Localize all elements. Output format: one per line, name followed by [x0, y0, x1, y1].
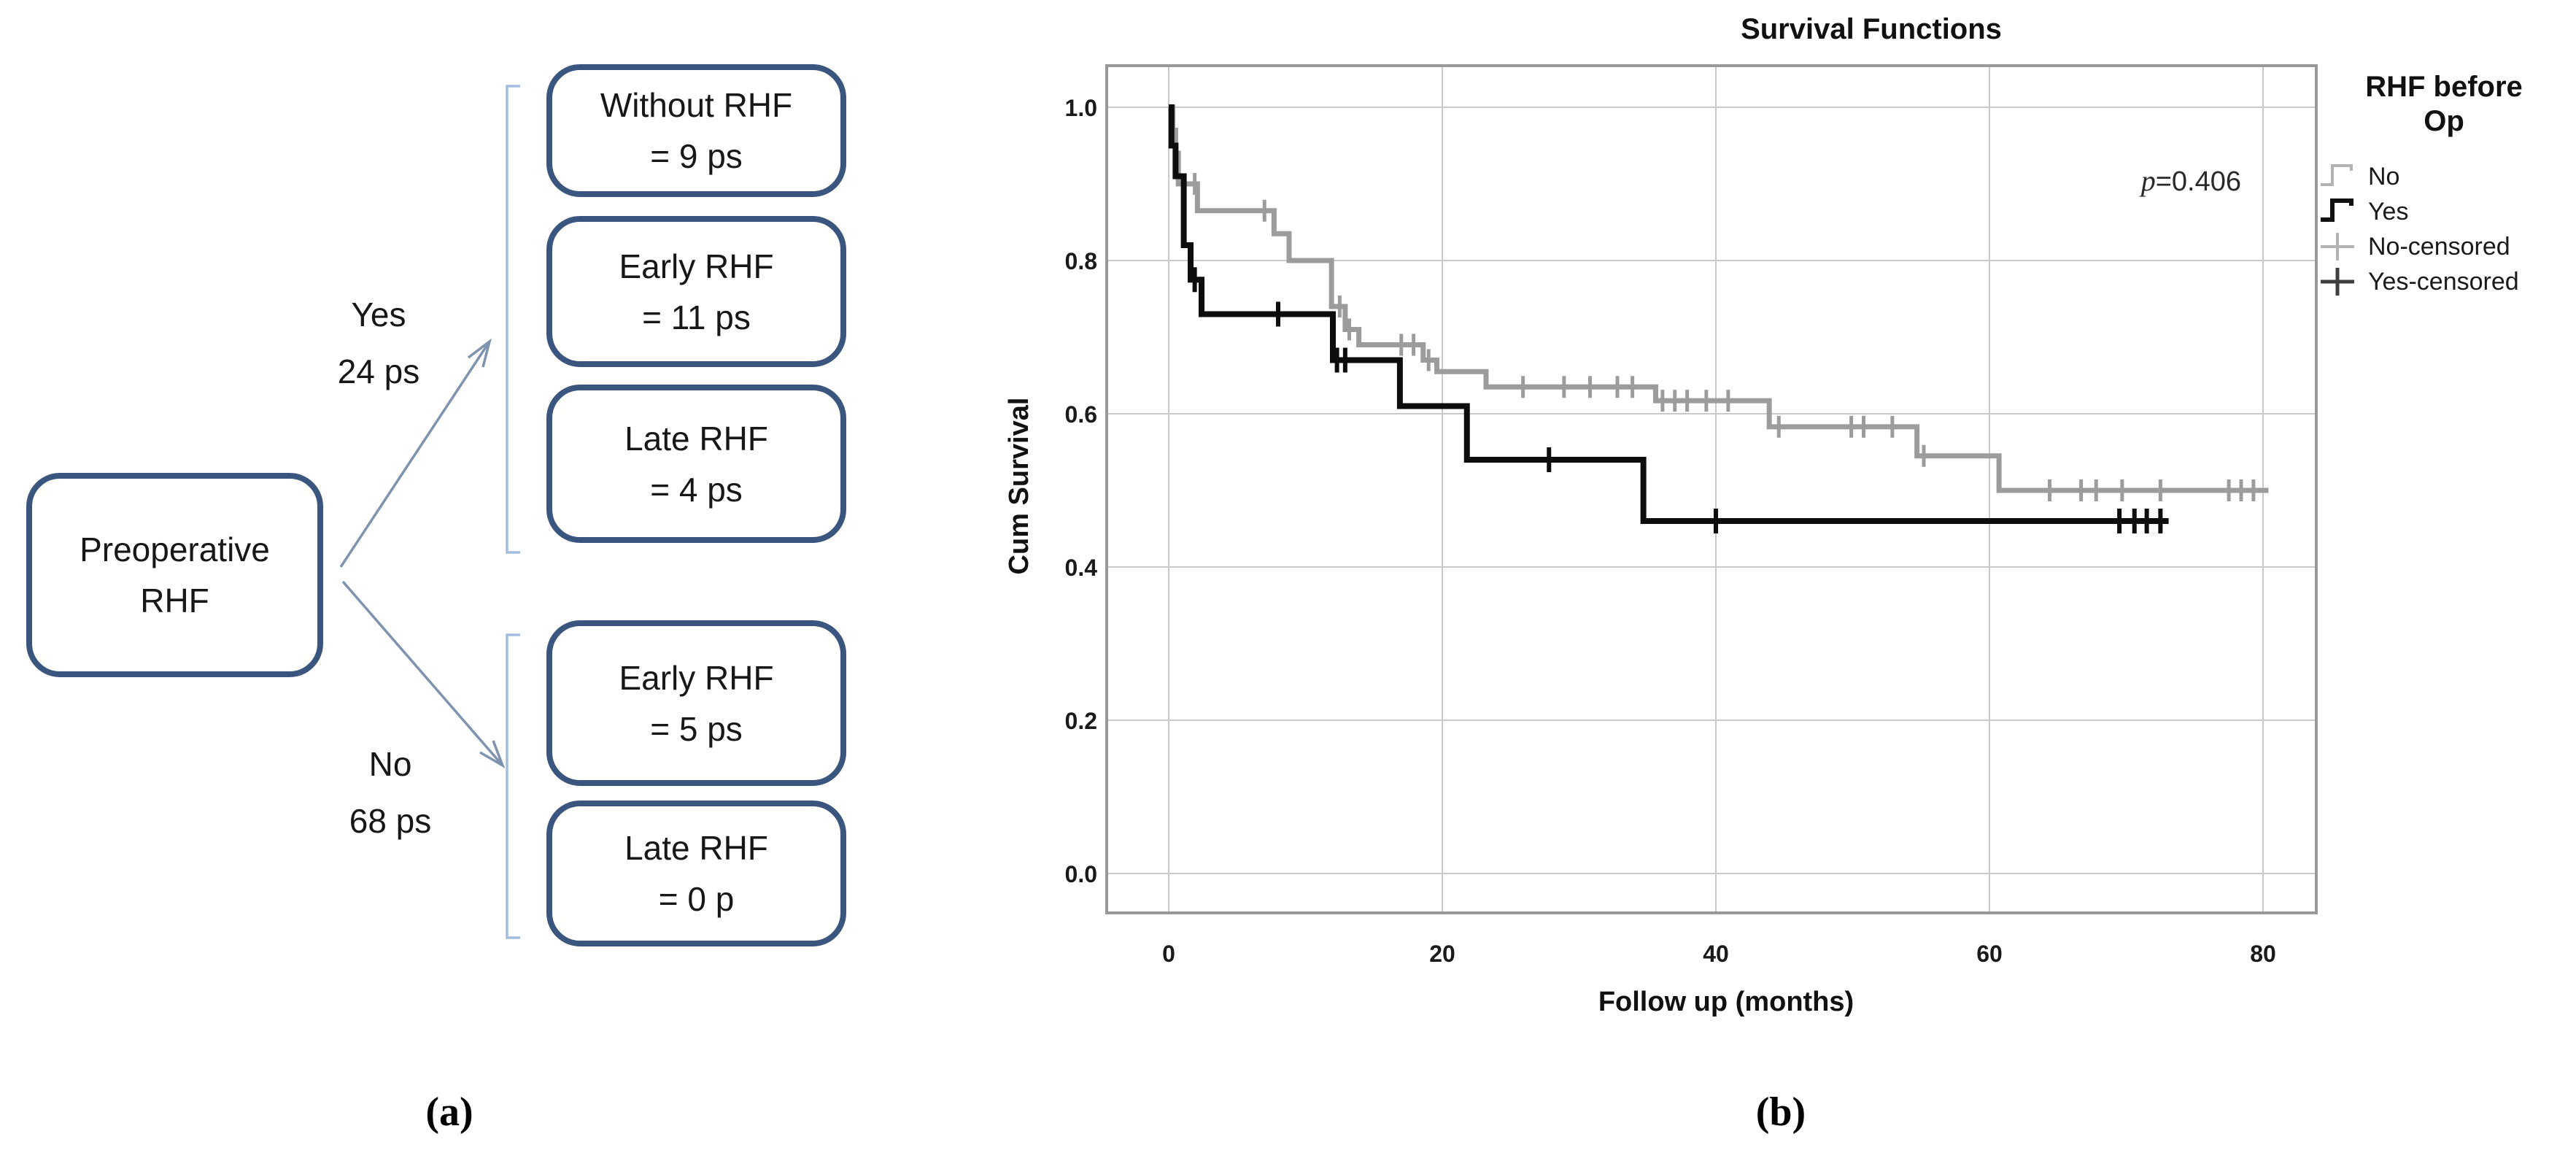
legend-label: No: [2368, 162, 2400, 190]
x-tick-label: 60: [1976, 941, 2003, 967]
panel-b-label: (b): [1755, 1089, 1806, 1135]
no-arrow: [341, 580, 504, 767]
legend-label: No-censored: [2368, 232, 2510, 261]
flow-box-late-rhf-no: Late RHF = 0 p: [546, 801, 846, 946]
censor-cross-icon: [2321, 233, 2354, 261]
plot-frame: [1105, 64, 2318, 914]
no-arrowhead-icon: [479, 740, 506, 768]
km-curve-yes: [1168, 104, 2169, 524]
legend-item-no-censored: No-censored: [2314, 229, 2574, 264]
x-tick-label: 80: [2250, 941, 2276, 967]
step-line-icon: [2321, 164, 2353, 186]
no-branch-label: No 68 ps: [295, 736, 485, 849]
flow-box-line: = 11 ps: [642, 298, 751, 336]
yes-group-bracket: [506, 85, 520, 554]
legend-item-yes-censored: Yes-censored: [2314, 264, 2574, 299]
legend: RHF before Op No Yes No-censored Yes-cen…: [2314, 70, 2574, 299]
legend-title-line2: Op: [2424, 105, 2464, 137]
flow-box-preoperative-rhf: Preoperative RHF: [26, 473, 323, 677]
flow-box-line: Without RHF: [600, 86, 793, 124]
p-symbol: p: [2140, 164, 2156, 197]
flowchart-connectors: [339, 85, 520, 939]
y-tick-label: 0.4: [1065, 555, 1098, 581]
flow-box-line: Late RHF: [624, 419, 768, 458]
yes-arrowhead-icon: [467, 338, 492, 368]
survival-plot: 0 20 40 60 80 0.0 0.2 0.4 0.6 0.8 1.0: [1065, 64, 2318, 967]
no-branch-line1: No: [368, 745, 412, 783]
p-value: =0.406: [2155, 166, 2241, 197]
legend-title-line1: RHF before: [2365, 71, 2523, 103]
flow-box-line: Early RHF: [619, 658, 774, 697]
flow-box-late-rhf-yes: Late RHF = 4 ps: [546, 385, 846, 543]
y-tick-label: 0.0: [1065, 861, 1097, 887]
p-value-annotation: p=0.406: [2059, 163, 2241, 198]
y-tick-label: 0.2: [1065, 708, 1097, 734]
legend-label: Yes-censored: [2368, 267, 2519, 296]
legend-item-yes: Yes: [2314, 194, 2574, 229]
x-axis-label: Follow up (months): [1598, 987, 1854, 1017]
censor-cross-icon: [2321, 268, 2354, 296]
x-tick-label: 0: [1162, 941, 1175, 967]
y-axis-label: Cum Survival: [1004, 397, 1034, 575]
flow-box-line: = 5 ps: [650, 709, 743, 748]
yes-arrow: [339, 341, 491, 568]
flow-box-without-rhf: Without RHF = 9 ps: [546, 64, 846, 197]
flow-box-early-rhf-yes: Early RHF = 11 ps: [546, 216, 846, 367]
no-branch-line2: 68 ps: [349, 802, 432, 840]
no-group-bracket: [506, 633, 520, 939]
flow-box-line: Early RHF: [619, 247, 774, 285]
x-tick-label: 40: [1703, 941, 1729, 967]
legend-label: Yes: [2368, 197, 2409, 225]
chart-title: Survival Functions: [1741, 13, 2002, 45]
panel-a-label: (a): [425, 1089, 473, 1135]
yes-branch-line1: Yes: [351, 296, 406, 333]
legend-items: No Yes No-censored Yes-censored: [2314, 159, 2574, 299]
flow-box-early-rhf-no: Early RHF = 5 ps: [546, 620, 846, 786]
step-line-icon: [2321, 198, 2353, 222]
flow-box-line: = 4 ps: [650, 470, 743, 509]
flow-box-line: Preoperative: [80, 531, 270, 568]
yes-branch-line2: 24 ps: [337, 352, 420, 390]
x-tick-label: 20: [1429, 941, 1455, 967]
flow-box-line: = 9 ps: [650, 137, 743, 175]
flow-box-line: RHF: [140, 582, 209, 620]
yes-branch-label: Yes 24 ps: [284, 286, 473, 400]
y-tick-label: 0.6: [1065, 401, 1097, 428]
y-tick-label: 1.0: [1065, 95, 1097, 121]
legend-item-no: No: [2314, 159, 2574, 194]
flow-box-line: Late RHF: [624, 829, 768, 867]
flow-box-line: = 0 p: [658, 880, 735, 918]
legend-title: RHF before Op: [2314, 70, 2574, 139]
y-tick-label: 0.8: [1065, 248, 1097, 274]
